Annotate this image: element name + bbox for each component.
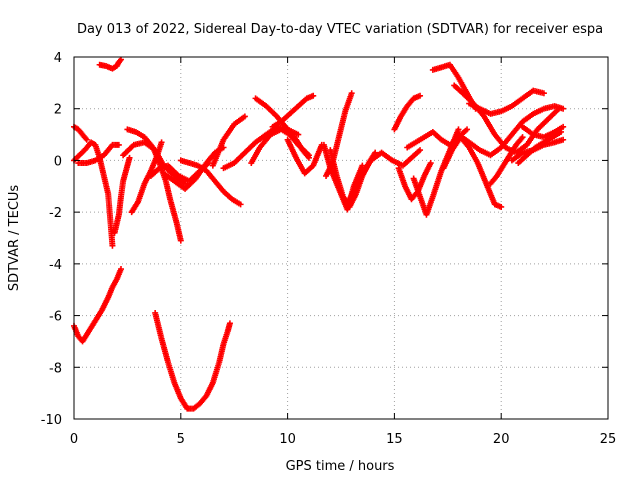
series-arc-05 [75,141,122,167]
y-tick-label: 4 [54,51,62,66]
series-arc-19 [284,136,325,177]
data-point [540,90,547,97]
series-arc-09 [128,139,165,216]
grid-lines [74,57,608,419]
data-point [417,92,424,99]
data-point [237,201,244,208]
y-tick-label: 0 [54,154,62,169]
series-arc-36 [515,128,565,167]
x-tick-labels: 0 5 10 15 20 25 [70,432,616,447]
data-point [359,162,366,169]
data-point [295,131,302,138]
series-arc-13 [177,157,244,208]
data-point [310,92,317,99]
data-point [117,266,124,273]
data-point [560,105,567,112]
data-point [177,237,184,244]
y-axis-label: SDTVAR / TECUs [7,185,22,292]
series-arc-22 [323,90,355,179]
data-point [305,154,312,161]
data-point [126,154,133,161]
data-point [427,160,434,167]
series-arc-33 [487,134,526,187]
x-axis-label: GPS time / hours [286,459,395,474]
x-tick-label: 0 [70,432,78,447]
x-tick-label: 25 [600,432,617,447]
chart-title: Day 013 of 2022, Sidereal Day-to-day VTE… [77,22,603,37]
series-arc-29 [440,134,505,210]
series-arc-25 [395,160,434,203]
data-point [519,134,526,141]
y-tick-label: 2 [54,103,62,118]
y-tick-label: -2 [49,206,62,221]
plot-frame [73,56,609,420]
data-point [158,139,165,146]
data-point [560,136,567,143]
data-point [226,320,233,327]
y-tick-label: -6 [49,310,62,325]
series-arc-12 [160,144,227,192]
series-arc-23 [346,147,424,203]
series-arc-24 [391,92,424,133]
series-arc-14 [209,113,248,169]
data-point [417,147,424,154]
data-point [498,203,505,210]
series-arc-18 [269,92,317,130]
series-arc-03 [71,123,90,143]
series-arc-01 [71,266,124,345]
data-point [558,128,565,135]
data-point [348,90,355,97]
series-arc-32 [466,87,547,117]
series-arc-31 [455,103,567,159]
data-point [117,56,124,63]
x-tick-label: 10 [279,432,296,447]
y-tick-label: -4 [49,258,62,273]
data-point [241,113,248,120]
series-arc-06 [111,154,133,236]
data-point [464,126,471,133]
data-point [455,126,462,133]
y-tick-label: -10 [41,413,62,428]
data-points [71,56,567,412]
x-tick-label: 20 [493,432,510,447]
y-tick-label: -8 [49,361,62,376]
x-tick-label: 5 [177,432,185,447]
axis-ticks [73,56,609,420]
y-tick-labels: -10 -8 -6 -4 -2 0 2 4 [41,51,62,428]
data-point [109,242,116,249]
series-arc-02 [96,56,124,72]
series-arc-04 [71,139,116,249]
x-tick-label: 15 [386,432,403,447]
series-arc-07 [152,309,233,412]
data-point [115,141,122,148]
data-point [560,123,567,130]
data-point [83,136,90,143]
